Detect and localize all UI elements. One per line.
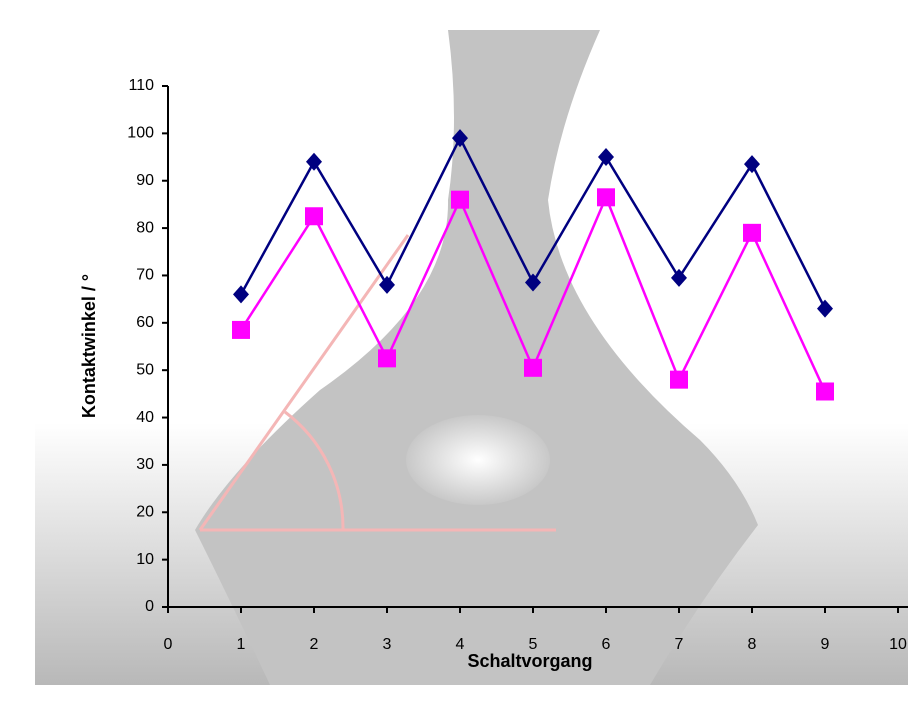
marker (305, 207, 323, 225)
x-tick-label: 10 (889, 636, 907, 653)
y-tick-label: 40 (136, 409, 154, 426)
marker (597, 188, 615, 206)
x-tick-label: 4 (456, 636, 465, 653)
x-tick-label: 0 (164, 636, 173, 653)
x-tick-label: 9 (821, 636, 830, 653)
x-tick-label: 8 (748, 636, 757, 653)
y-tick-label: 10 (136, 551, 154, 568)
y-tick-label: 30 (136, 456, 154, 473)
y-tick-label: 100 (127, 125, 154, 142)
x-tick-label: 2 (310, 636, 319, 653)
marker (816, 382, 834, 400)
x-axis-label: Schaltvorgang (467, 651, 592, 671)
marker (232, 321, 250, 339)
y-tick-label: 0 (145, 598, 154, 615)
x-tick-label: 3 (383, 636, 392, 653)
y-tick-label: 20 (136, 503, 154, 520)
marker (378, 349, 396, 367)
marker (451, 191, 469, 209)
y-tick-label: 90 (136, 172, 154, 189)
y-axis-label: Kontaktwinkel / ° (79, 274, 99, 418)
y-tick-label: 70 (136, 267, 154, 284)
y-tick-label: 80 (136, 219, 154, 236)
y-tick-label: 50 (136, 361, 154, 378)
chart: 0102030405060708090100110012345678910 Sc… (0, 0, 908, 713)
y-tick-label: 110 (128, 77, 154, 94)
marker (524, 359, 542, 377)
x-tick-label: 1 (237, 636, 246, 653)
marker (670, 371, 688, 389)
highlight (406, 415, 550, 505)
marker (743, 224, 761, 242)
y-tick-label: 60 (136, 314, 154, 331)
x-tick-label: 6 (602, 636, 611, 653)
x-tick-label: 7 (675, 636, 684, 653)
